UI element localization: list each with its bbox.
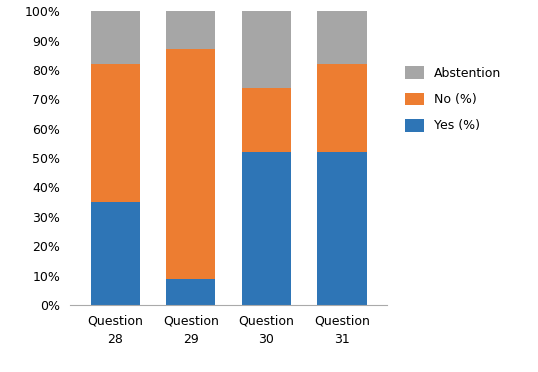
Bar: [166, 49, 215, 279]
Bar: [91, 202, 140, 305]
Legend: Abstention, No (%), Yes (%): Abstention, No (%), Yes (%): [400, 61, 506, 137]
Bar: [317, 11, 366, 64]
Bar: [317, 152, 366, 305]
Bar: [242, 87, 291, 152]
Bar: [317, 64, 366, 152]
Bar: [166, 11, 215, 49]
Bar: [91, 11, 140, 64]
Bar: [91, 64, 140, 202]
Bar: [166, 279, 215, 305]
Bar: [242, 11, 291, 87]
Bar: [242, 152, 291, 305]
